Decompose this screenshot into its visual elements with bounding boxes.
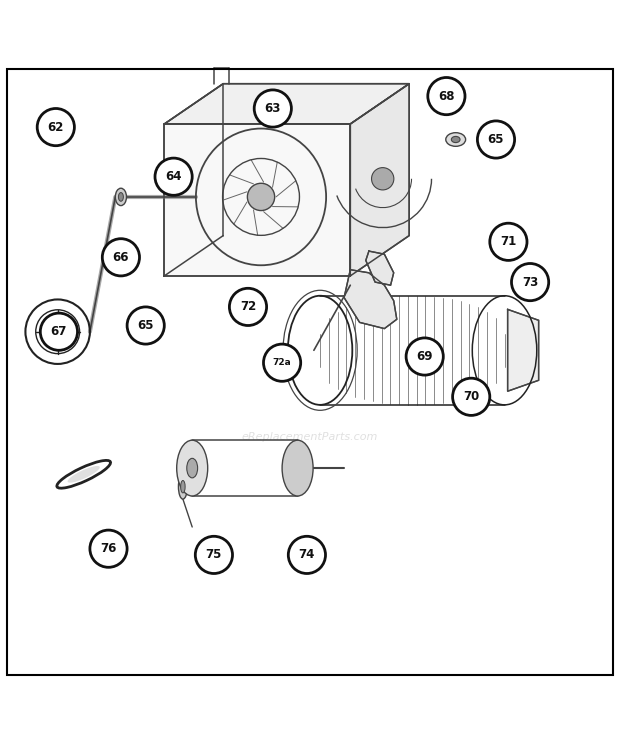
Polygon shape — [164, 124, 350, 276]
Circle shape — [229, 288, 267, 326]
Text: eReplacementParts.com: eReplacementParts.com — [242, 432, 378, 442]
Ellipse shape — [446, 132, 466, 147]
Ellipse shape — [180, 481, 185, 493]
Circle shape — [288, 536, 326, 574]
Circle shape — [102, 239, 140, 276]
Ellipse shape — [118, 193, 123, 202]
Text: 62: 62 — [48, 121, 64, 134]
Circle shape — [490, 223, 527, 260]
Text: 70: 70 — [463, 391, 479, 403]
Polygon shape — [344, 269, 397, 329]
Text: 72: 72 — [240, 301, 256, 313]
Circle shape — [254, 90, 291, 127]
Circle shape — [406, 338, 443, 375]
Text: 68: 68 — [438, 89, 454, 103]
Polygon shape — [366, 251, 394, 285]
Text: 72a: 72a — [273, 358, 291, 368]
Text: 63: 63 — [265, 102, 281, 115]
Circle shape — [51, 324, 64, 339]
Text: 75: 75 — [206, 548, 222, 562]
Ellipse shape — [451, 136, 460, 143]
Circle shape — [428, 77, 465, 115]
Ellipse shape — [187, 458, 198, 478]
Ellipse shape — [177, 440, 208, 496]
Circle shape — [90, 530, 127, 567]
Circle shape — [453, 378, 490, 415]
Circle shape — [195, 536, 232, 574]
Ellipse shape — [68, 466, 100, 483]
Text: 64: 64 — [166, 170, 182, 183]
Circle shape — [264, 344, 301, 381]
Circle shape — [155, 158, 192, 196]
Polygon shape — [508, 310, 539, 391]
Ellipse shape — [282, 440, 313, 496]
Text: 76: 76 — [100, 542, 117, 555]
Text: 69: 69 — [417, 350, 433, 363]
Circle shape — [477, 121, 515, 158]
Circle shape — [371, 167, 394, 190]
Circle shape — [40, 313, 78, 350]
Circle shape — [127, 307, 164, 344]
Circle shape — [247, 183, 275, 211]
Text: 71: 71 — [500, 235, 516, 248]
Text: 67: 67 — [51, 325, 67, 339]
Ellipse shape — [115, 188, 126, 205]
Text: 74: 74 — [299, 548, 315, 562]
Circle shape — [512, 263, 549, 301]
Circle shape — [37, 109, 74, 146]
Polygon shape — [350, 83, 409, 276]
Polygon shape — [164, 83, 409, 124]
Text: 65: 65 — [138, 319, 154, 332]
Text: 65: 65 — [488, 133, 504, 146]
Text: 66: 66 — [113, 251, 129, 264]
Ellipse shape — [179, 475, 187, 499]
Text: 73: 73 — [522, 275, 538, 289]
